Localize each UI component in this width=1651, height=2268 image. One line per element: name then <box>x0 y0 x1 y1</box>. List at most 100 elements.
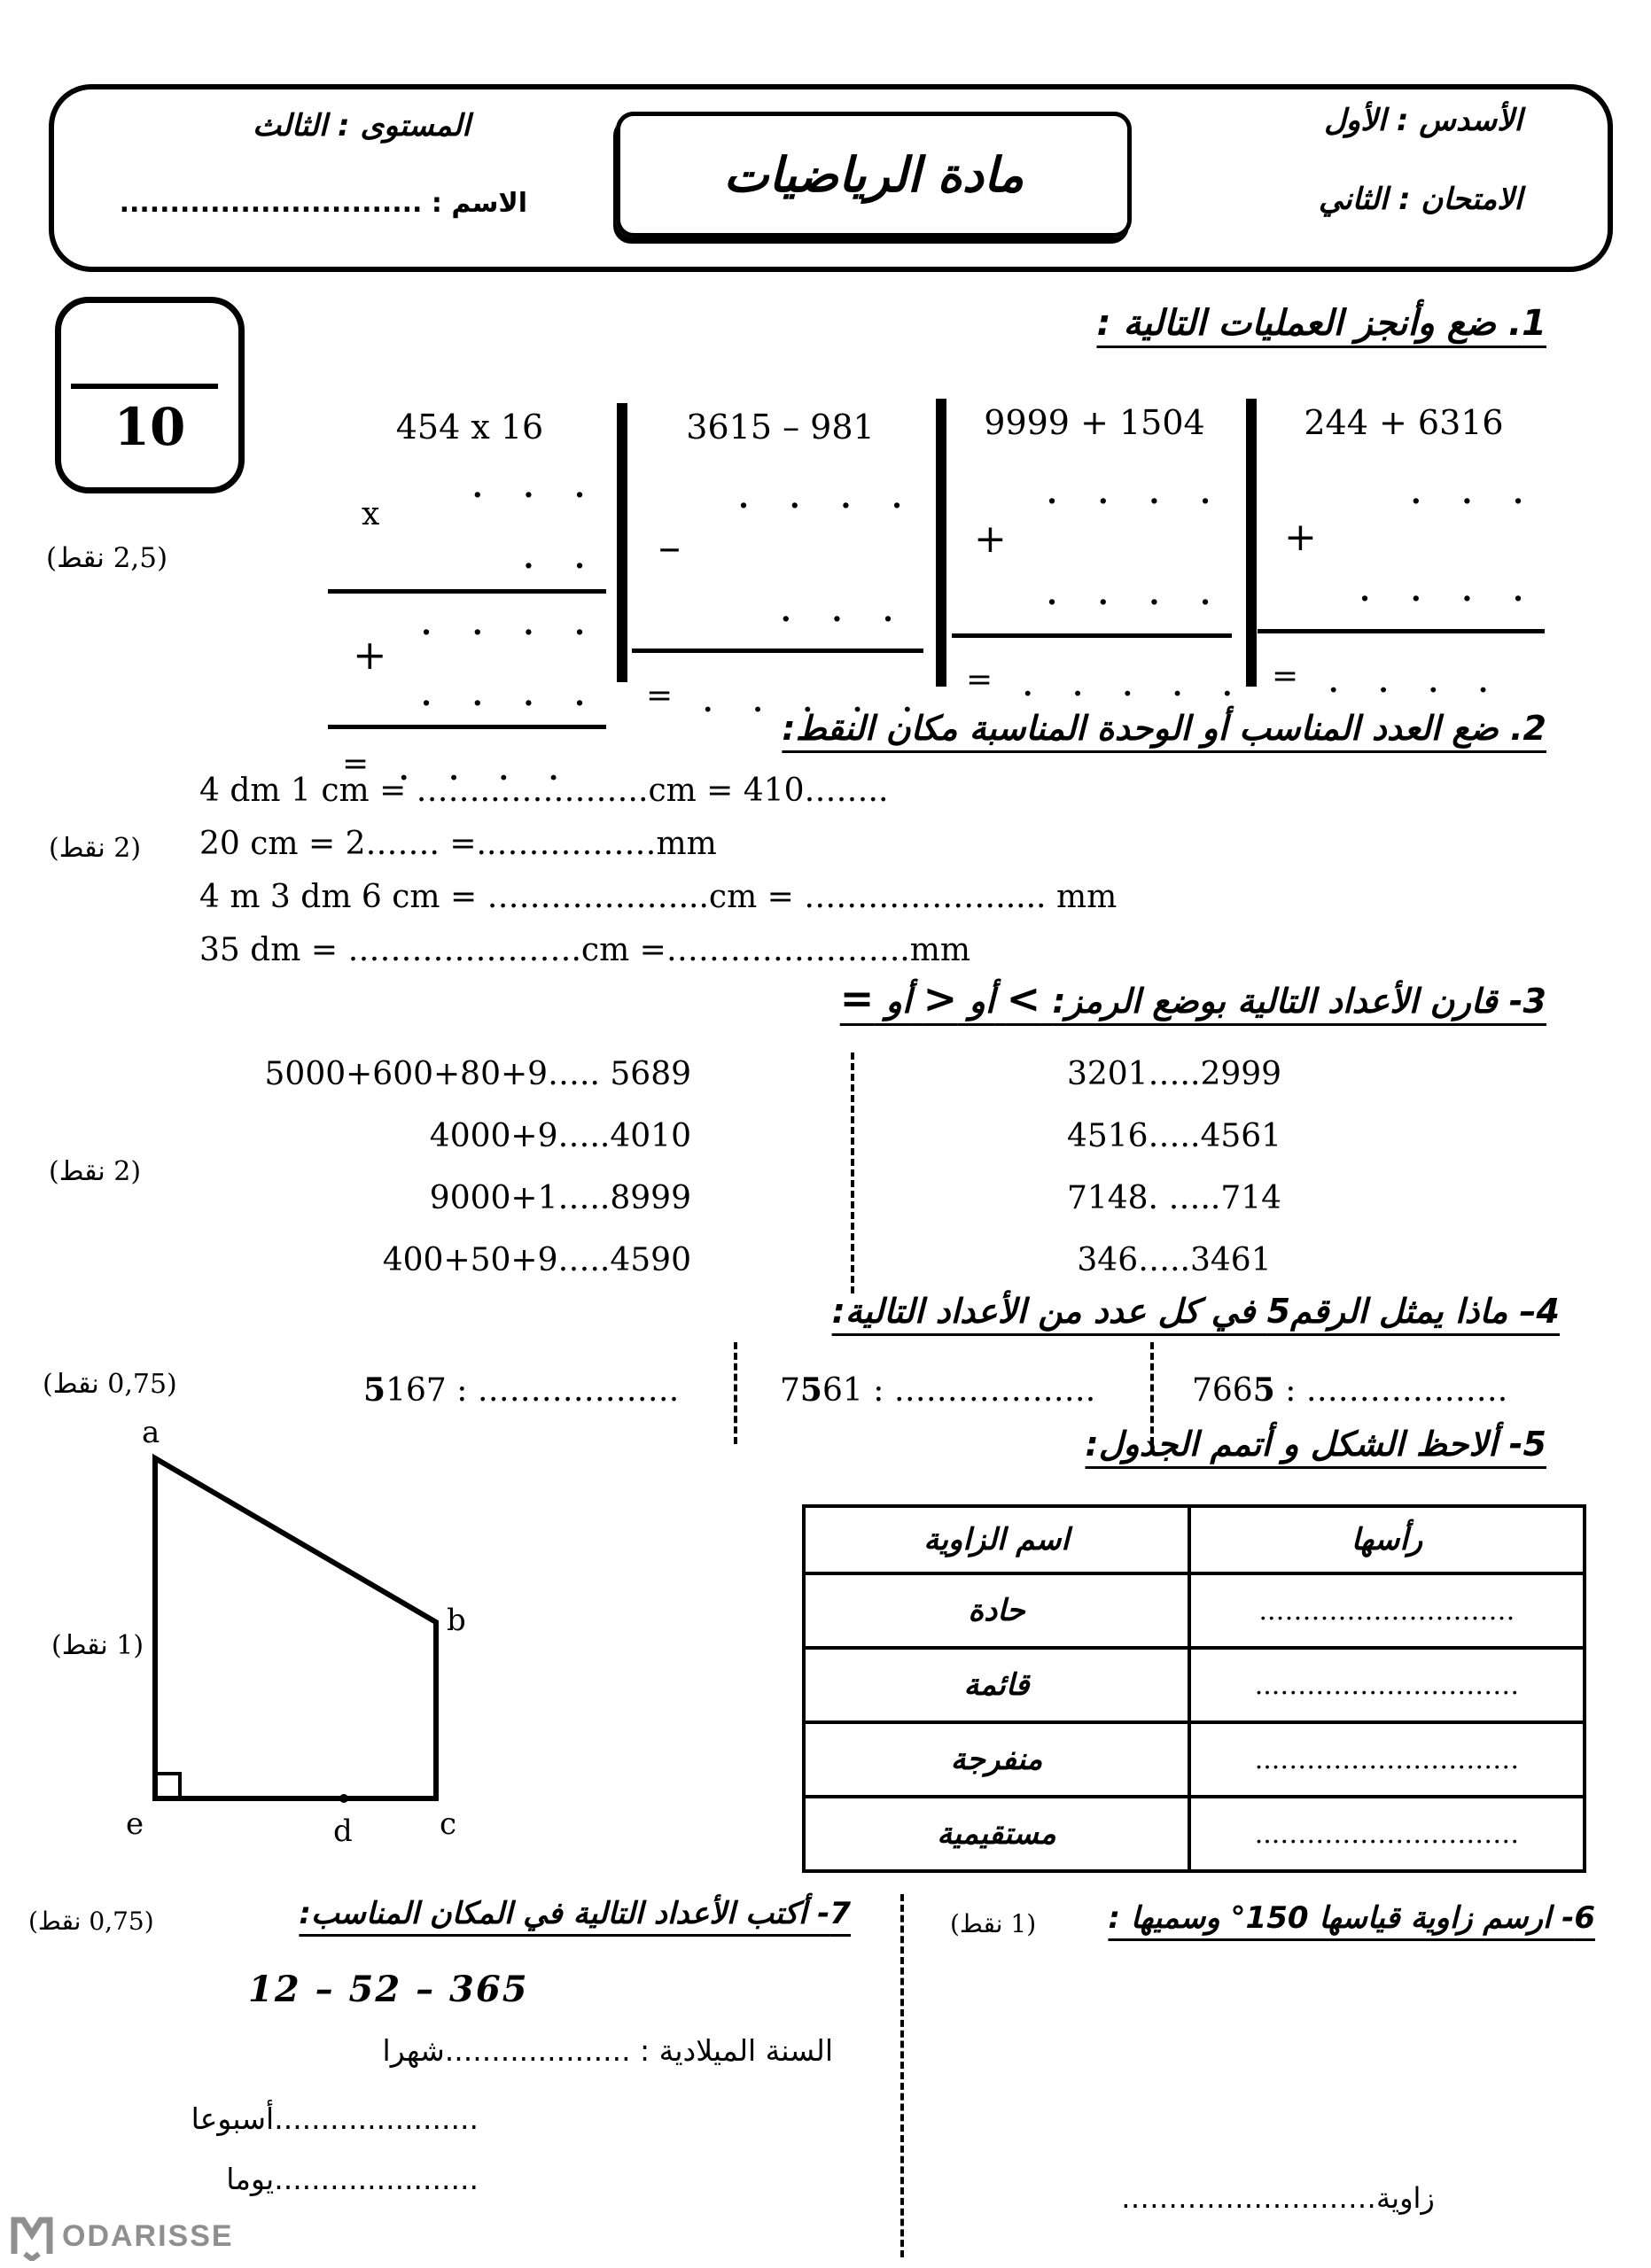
less-than-symbol: < <box>1006 975 1041 1022</box>
answer-dots: : ………………. <box>873 1372 1096 1409</box>
q3-right-row-4: 346…..3461 <box>1077 1242 1272 1278</box>
digit-5: 5 <box>799 1371 822 1409</box>
result-row: = . . . . <box>1258 658 1550 699</box>
equals-sign: = <box>646 678 674 714</box>
q6-answer-line: زاوية……………………… <box>1121 2181 1435 2215</box>
q7-title: 7- أكتب الأعداد التالية في المكان المناس… <box>299 1896 851 1931</box>
answer-dots: : ………………. <box>1285 1372 1508 1409</box>
q2-line-3: 4 m 3 dm 6 cm = ………………...cm = ………………....… <box>199 879 1118 915</box>
digits: 7 <box>780 1372 800 1409</box>
modarisse-logo: ODARISSE <box>7 2211 234 2261</box>
q5-title: 5- ألاحظ الشكل و أتمم الجدول: <box>1085 1425 1546 1464</box>
operation-header: 454 x 16 <box>395 408 544 447</box>
q7-line-weeks: ......................أسبوعا <box>191 2101 479 2136</box>
q3-right-row-3: 7148. …..714 <box>1066 1180 1282 1216</box>
subject-title: مادة الرياضيات <box>723 146 1024 203</box>
q1-points: (2,5 نقط) <box>46 542 168 574</box>
angle-name: منفرجة <box>802 1720 1191 1798</box>
operation-header: 3615 – 981 <box>686 408 875 447</box>
q3-points: (2 نقط) <box>49 1156 142 1187</box>
q2-line-4: 35 dm = ………………….cm =…………………..mm <box>199 932 970 968</box>
plus-sign: + <box>353 631 387 679</box>
q3-dashed-divider <box>851 1052 854 1293</box>
q4-points: (0,75 نقط) <box>43 1369 177 1400</box>
rule-line <box>632 649 923 653</box>
subject-frame: مادة الرياضيات <box>616 112 1132 237</box>
rule-line <box>328 725 606 729</box>
vertex-answer-dots: ………………………... <box>1188 1646 1586 1724</box>
q5-points: (1 نقط) <box>51 1630 144 1661</box>
answer-dots: . . . . <box>421 678 585 713</box>
vertex-label-c: c <box>440 1806 456 1842</box>
vertex-label-b: b <box>447 1603 466 1638</box>
header-vertex: رأسها <box>1188 1504 1586 1575</box>
answer-dots: . . . <box>1410 476 1523 511</box>
q2-points: (2 نقط) <box>49 833 142 864</box>
q1-title: 1. ضع وأنجز العمليات التالية : <box>1096 303 1546 344</box>
rule-line <box>328 589 606 594</box>
q6-q7-dashed-divider <box>900 1894 904 2257</box>
q3-left-row-1: 5000+600+80+9….. 5689 <box>264 1056 691 1092</box>
quadrilateral-abce <box>152 1453 439 1801</box>
equals-sign: = <box>342 746 370 782</box>
answer-dots: . . . . <box>1047 476 1211 511</box>
point-d-dot <box>339 1794 348 1803</box>
result-dots: . . . . <box>399 753 559 787</box>
q4-title: 4– ماذا يمثل الرقم5 في كل عدد من الأعداد… <box>831 1292 1560 1331</box>
digit-5: 5 <box>363 1371 386 1409</box>
column-separator <box>1246 399 1257 687</box>
header-angle-name: اسم الزاوية <box>802 1504 1191 1575</box>
q4-item-1: 5167 : ………………. <box>363 1371 679 1409</box>
q2-title: 2. ضع العدد المناسب أو الوحدة المناسبة م… <box>782 709 1546 748</box>
result-dots: . . . . . <box>703 685 913 718</box>
header-level: المستوى : الثالث <box>253 108 471 144</box>
rule-line <box>952 633 1232 638</box>
q6-title: 6- ارسم زاوية قياسها 150° وسميها : <box>1108 1900 1595 1936</box>
header-exam: الامتحان : الثاني <box>1318 182 1523 217</box>
result-row: = . . . . . <box>632 678 929 718</box>
equals-sign: = <box>966 662 993 698</box>
operation-9999+1504: 9999 + 1504 . . . . + . . . . = . . . . … <box>952 403 1237 722</box>
q3-left-row-4: 400+50+9…..4590 <box>382 1242 691 1278</box>
q7-numbers: 12 – 52 – 365 <box>248 1969 529 2010</box>
score-box <box>55 297 245 493</box>
q3-right-row-1: 3201…..2999 <box>1066 1056 1282 1092</box>
q4-dashed-divider <box>1150 1342 1154 1444</box>
q4-dashed-divider <box>734 1342 737 1444</box>
vertex-label-e: e <box>126 1806 144 1842</box>
q2-line-2: 20 cm = 2……. =..……………mm <box>199 826 717 862</box>
result-row: = . . . . . <box>952 662 1237 703</box>
vertex-answer-dots: ………………………... <box>1188 1720 1586 1798</box>
digits: 766 <box>1192 1372 1253 1409</box>
plus-sign: + <box>974 517 1007 562</box>
answer-dots: . . . <box>780 594 893 629</box>
vertex-answer-dots: ……………………….. <box>1188 1572 1586 1650</box>
vertex-label-a: a <box>142 1416 160 1450</box>
q7-line-days: ......................يوما <box>226 2162 479 2196</box>
operation-header: 9999 + 1504 <box>984 403 1205 442</box>
answer-dots: : ………………. <box>456 1372 680 1409</box>
column-separator <box>936 399 946 687</box>
modarisse-m-icon <box>11 2217 53 2261</box>
answer-dots: . . <box>523 540 585 576</box>
table-row: ………………………... منفرجة <box>802 1720 1586 1798</box>
digits: 61 <box>822 1372 863 1409</box>
vertex-answer-dots: ………………………... <box>1188 1795 1586 1873</box>
answer-dots: . . . . <box>1047 577 1211 612</box>
q3-title-text: 3- قارن الأعداد التالية بوضع الرمز: <box>1052 982 1546 1021</box>
operation-3615-981: 3615 – 981 . . . . – . . . = . . . . . <box>632 408 929 731</box>
table-row: ………………………... مستقيمية <box>802 1795 1586 1873</box>
q7-points: (0,75 نقط) <box>28 1907 154 1936</box>
angle-name: مستقيمية <box>802 1795 1191 1873</box>
modarisse-logo-text: ODARISSE <box>62 2218 234 2253</box>
result-dots: . . . . <box>1328 665 1489 699</box>
rule-line <box>1258 629 1545 633</box>
multiply-sign: x <box>362 496 380 532</box>
q4-item-3: 7665 : ………………. <box>1192 1371 1507 1409</box>
operation-header: 244 + 6316 <box>1304 403 1504 442</box>
digit-5: 5 <box>1252 1371 1275 1409</box>
q3-left-row-3: 9000+1…..8999 <box>429 1180 691 1216</box>
geometry-figure: a b c d e <box>126 1416 466 1849</box>
q7-line-year: السنة الميلادية : ....................شه… <box>382 2033 833 2068</box>
